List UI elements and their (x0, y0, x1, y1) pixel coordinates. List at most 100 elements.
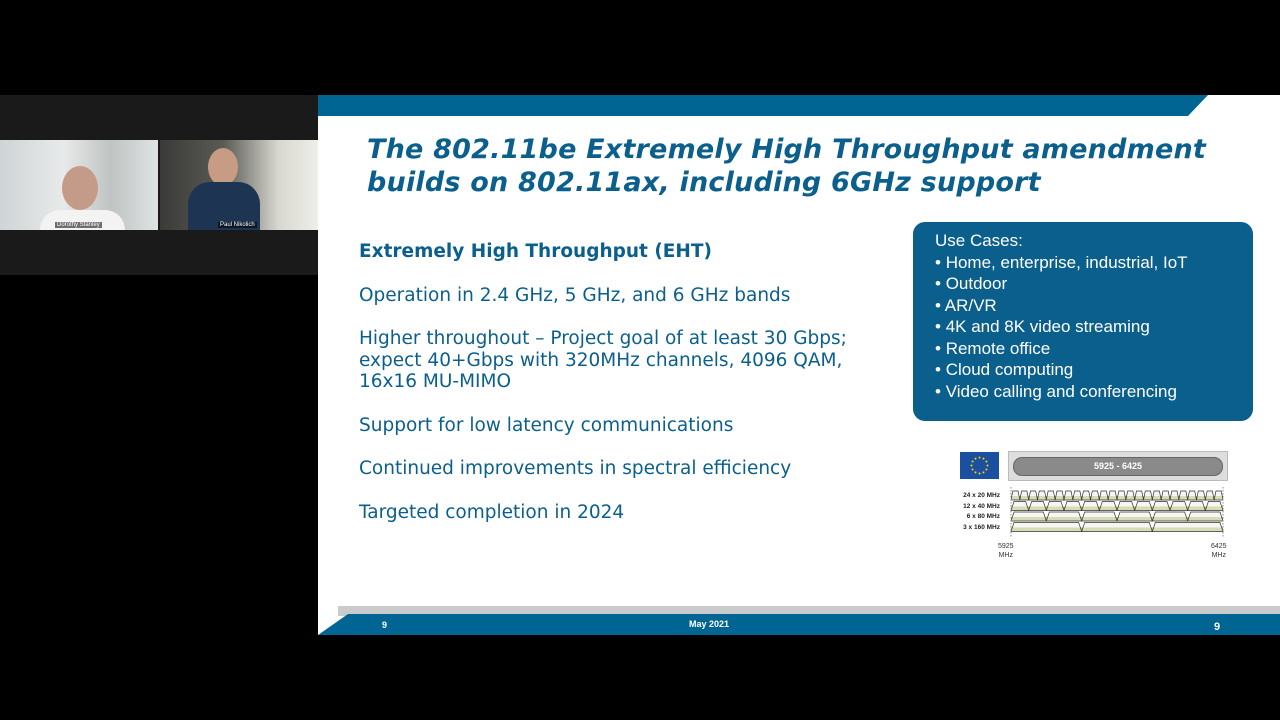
star-icon (985, 468, 988, 471)
channel-shape (1187, 501, 1206, 511)
participant-name: Dorothy Stanley (55, 222, 102, 228)
use-cases-box: Use Cases: Home, enterprise, industrial,… (913, 222, 1253, 421)
channel-shape (1019, 490, 1030, 501)
channel-row-label: 24 x 20 MHz (963, 492, 1000, 499)
channel-shape (1151, 511, 1189, 522)
channel-shape (1134, 490, 1144, 501)
channel-shape (1187, 511, 1224, 522)
use-case-item: Home, enterprise, industrial, IoT (935, 252, 1253, 274)
channel-shape (1072, 490, 1083, 501)
star-icon (971, 468, 974, 471)
channel-shape (1116, 490, 1127, 501)
use-cases-title: Use Cases: (935, 231, 1023, 250)
channel-shape (1196, 490, 1206, 501)
use-case-item: AR/VR (935, 295, 1253, 317)
shared-slide: The 802.11be Extremely High Throughput a… (318, 95, 1280, 635)
band-range: 5925 - 6425 (1008, 451, 1228, 481)
star-icon (971, 460, 974, 463)
channel-shape (1010, 511, 1047, 522)
channel-shape (1054, 490, 1065, 501)
channel-shape (1098, 501, 1118, 511)
channel-shape (1081, 511, 1118, 522)
channel-shape (1134, 501, 1153, 511)
channel-shape (1116, 511, 1153, 522)
channel-shape (1151, 501, 1171, 511)
channel-shape (1169, 490, 1180, 501)
use-case-item: Video calling and conferencing (935, 381, 1253, 403)
channel-shape (1204, 501, 1224, 511)
freq-value: 6425 (1211, 543, 1227, 550)
star-icon (982, 457, 985, 460)
star-icon (986, 464, 989, 467)
channel-shape (1028, 501, 1047, 511)
slide-header-bar (318, 95, 1208, 116)
person-figure (208, 148, 238, 186)
channel-shape (1143, 490, 1153, 501)
footer-bar (318, 614, 1280, 635)
freq-unit: MHz (1211, 552, 1226, 559)
channel-shape (1081, 490, 1091, 501)
footer-left-number: 9 (382, 620, 388, 630)
use-cases-list: Home, enterprise, industrial, IoTOutdoor… (935, 252, 1253, 403)
channel-shape (1151, 490, 1162, 501)
channel-row-base (1011, 517, 1223, 521)
bullet: Continued improvements in spectral effic… (359, 458, 792, 479)
channel-shape (1045, 501, 1065, 511)
channel-shape (1178, 490, 1189, 501)
star-icon (970, 464, 973, 467)
footer-date: May 2021 (689, 619, 730, 629)
channel-shape (1010, 522, 1083, 532)
freq-value: 5925 (998, 543, 1014, 550)
channel-row-base (1011, 496, 1223, 500)
star-icon (974, 457, 977, 460)
eu-flag-icon (960, 452, 999, 479)
star-icon (982, 471, 985, 474)
channel-shape (1045, 490, 1056, 501)
channel-shape (1037, 490, 1047, 501)
channel-shape (1090, 490, 1100, 501)
channel-shape (1063, 501, 1083, 511)
use-case-item: Cloud computing (935, 359, 1253, 381)
channel-shape (1213, 490, 1224, 501)
channel-shape (1116, 501, 1136, 511)
star-icon (978, 456, 981, 459)
channel-shape (1151, 522, 1224, 532)
star-icon (978, 472, 981, 475)
person-figure (62, 166, 98, 210)
channel-row-label: 6 x 80 MHz (966, 513, 1000, 520)
star-icon (974, 471, 977, 474)
participant-name: Paul Nikolich (218, 222, 257, 228)
channel-shape (1098, 490, 1109, 501)
channel-shape (1081, 522, 1153, 532)
use-case-item: Remote office (935, 338, 1253, 360)
channel-shape (1160, 490, 1171, 501)
channel-shape (1107, 490, 1118, 501)
bullet: Support for low latency communications (359, 414, 734, 436)
channel-shape (1187, 490, 1197, 501)
channel-shape (1063, 490, 1074, 501)
end-frequency: 6425 MHz (1211, 542, 1227, 560)
footer-stripe (338, 606, 1280, 616)
bullet: Targeted completion in 2024 (359, 501, 625, 523)
section-heading: Extremely High Throughput (EHT) (359, 241, 712, 262)
bullet: Operation in 2.4 GHz, 5 GHz, and 6 GHz b… (359, 284, 791, 306)
start-frequency: 5925 MHz (998, 542, 1014, 560)
channel-shape (1010, 490, 1021, 501)
channel-shape (1169, 501, 1189, 511)
channel-shape (1081, 501, 1100, 511)
video-tile-participant-1[interactable]: Dorothy Stanley (0, 140, 158, 230)
channel-shape (1045, 511, 1083, 522)
page-number: 9 (1214, 621, 1221, 633)
title-line: builds on 802.11ax, including 6GHz suppo… (367, 167, 1041, 198)
bullet: Higher throughout – Project goal of at l… (359, 328, 847, 392)
channel-row-label: 3 x 160 MHz (963, 523, 1000, 531)
title-line: The 802.11be Extremely High Throughput a… (367, 134, 1206, 165)
video-tile-participant-2[interactable]: Paul Nikolich (160, 140, 318, 230)
star-icon (985, 460, 988, 463)
channel-shape (1125, 490, 1136, 501)
use-case-item: 4K and 8K video streaming (935, 316, 1253, 338)
slide-title: The 802.11be Extremely High Throughput a… (367, 133, 1206, 199)
channel-shape (1028, 490, 1038, 501)
band-label: 5925 - 6425 (1013, 457, 1223, 476)
channel-row-base (1011, 506, 1223, 511)
